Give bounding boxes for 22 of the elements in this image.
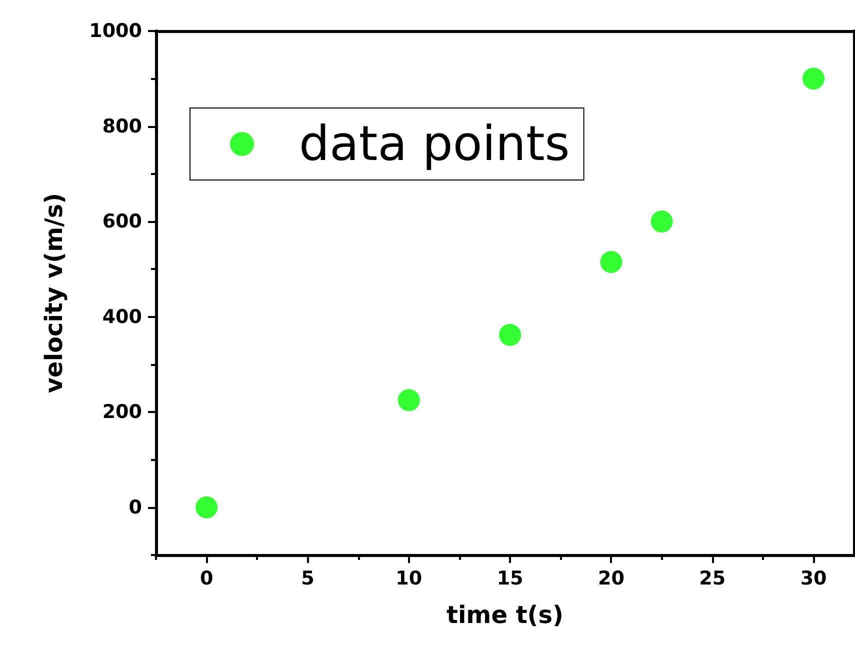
- point: [600, 251, 622, 274]
- point: [398, 389, 420, 412]
- x-tick-label: 5: [301, 568, 314, 590]
- point: [196, 496, 218, 518]
- x-tick-label: 15: [496, 568, 524, 590]
- x-tick-label: 20: [598, 568, 624, 590]
- y-axis-title: velocity v(m/s): [40, 192, 68, 394]
- y-tick-label: 400: [102, 306, 142, 328]
- x-axis-title: time t(s): [446, 601, 564, 629]
- point: [802, 68, 825, 90]
- x-tick-label: 10: [396, 568, 422, 590]
- y-tick-label: 0: [128, 496, 142, 518]
- y-tick-label: 200: [102, 401, 142, 424]
- point: [499, 324, 522, 346]
- legend-label: data points: [299, 116, 570, 172]
- y-tick-label: 800: [102, 115, 142, 138]
- y-tick-label: 1000: [89, 20, 142, 42]
- y-tick-label: 600: [102, 210, 142, 233]
- x-tick-label: 25: [699, 568, 726, 590]
- x-tick-label: 30: [800, 568, 827, 590]
- x-tick-label: 0: [200, 568, 214, 590]
- point: [650, 210, 673, 233]
